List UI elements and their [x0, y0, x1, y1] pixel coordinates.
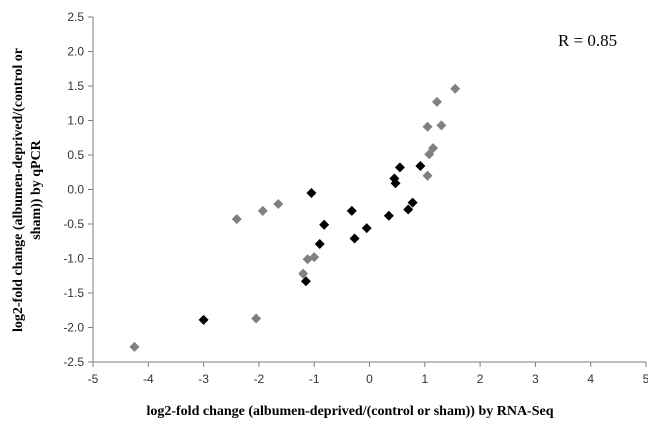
x-tick-label: 4	[587, 372, 594, 386]
y-tick-label: 1.5	[67, 79, 84, 93]
x-tick-label: 2	[477, 372, 484, 386]
black-data-point	[349, 233, 360, 244]
correlation-annotation: R = 0.85	[558, 31, 617, 50]
gray-data-point	[428, 143, 439, 154]
x-tick-label: -3	[198, 372, 209, 386]
data-points	[129, 83, 461, 352]
y-tick-label: -0.5	[63, 217, 84, 231]
y-tick-label: -1.0	[63, 252, 84, 266]
y-tick-label: 1.0	[67, 114, 84, 128]
gray-data-point	[422, 170, 433, 181]
gray-data-point	[309, 252, 320, 263]
y-tick-label: -2.0	[63, 321, 84, 335]
y-axis-ticks: 2.5 2.0 1.5 1.0 0.5 0.0 -0.5 -1.0 -1.5 -2.0 -2.5	[63, 10, 93, 369]
x-tick-label: 3	[532, 372, 539, 386]
gray-data-point	[257, 205, 268, 216]
black-data-point	[394, 162, 405, 173]
y-tick-label: -2.5	[63, 355, 84, 369]
black-data-point	[403, 204, 414, 215]
x-tick-label: -2	[254, 372, 265, 386]
x-tick-label: 5	[643, 372, 648, 386]
gray-data-point	[450, 83, 461, 94]
black-data-point	[198, 314, 209, 325]
gray-data-point	[422, 121, 433, 132]
y-tick-label: 2.5	[67, 10, 84, 24]
gray-data-point	[431, 96, 442, 107]
y-tick-label: 2.0	[67, 45, 84, 59]
black-data-point	[300, 276, 311, 287]
x-tick-label: 1	[421, 372, 428, 386]
y-axis-title-line-2: sham)) by qPCR	[29, 139, 44, 239]
x-tick-label: -4	[143, 372, 154, 386]
x-tick-label: -1	[309, 372, 320, 386]
gray-data-point	[273, 198, 284, 209]
gray-data-point	[298, 268, 309, 279]
black-data-point	[383, 210, 394, 221]
x-axis-ticks: -5 -4 -3 -2 -1 0 1 2 3 4 5	[88, 362, 648, 386]
y-tick-label: 0.0	[67, 183, 84, 197]
black-data-point	[407, 197, 418, 208]
gray-data-point	[424, 149, 435, 160]
gray-data-point	[436, 120, 447, 131]
black-data-point	[346, 205, 357, 216]
x-tick-label: -5	[88, 372, 99, 386]
y-tick-label: 0.5	[67, 148, 84, 162]
x-axis-title: log2-fold change (albumen-deprived/(cont…	[146, 404, 553, 419]
black-data-point	[319, 219, 330, 230]
black-data-point	[306, 187, 317, 198]
black-data-point	[415, 161, 426, 172]
gray-data-point	[251, 313, 262, 324]
x-tick-label: 0	[366, 372, 373, 386]
black-data-point	[361, 223, 372, 234]
gray-data-point	[231, 214, 242, 225]
black-data-point	[390, 178, 401, 189]
y-axis-title-line-1: log2-fold change (albumen-deprived/(cont…	[11, 48, 26, 332]
black-data-point	[314, 239, 325, 250]
y-tick-label: -1.5	[63, 286, 84, 300]
gray-data-point	[129, 341, 140, 352]
